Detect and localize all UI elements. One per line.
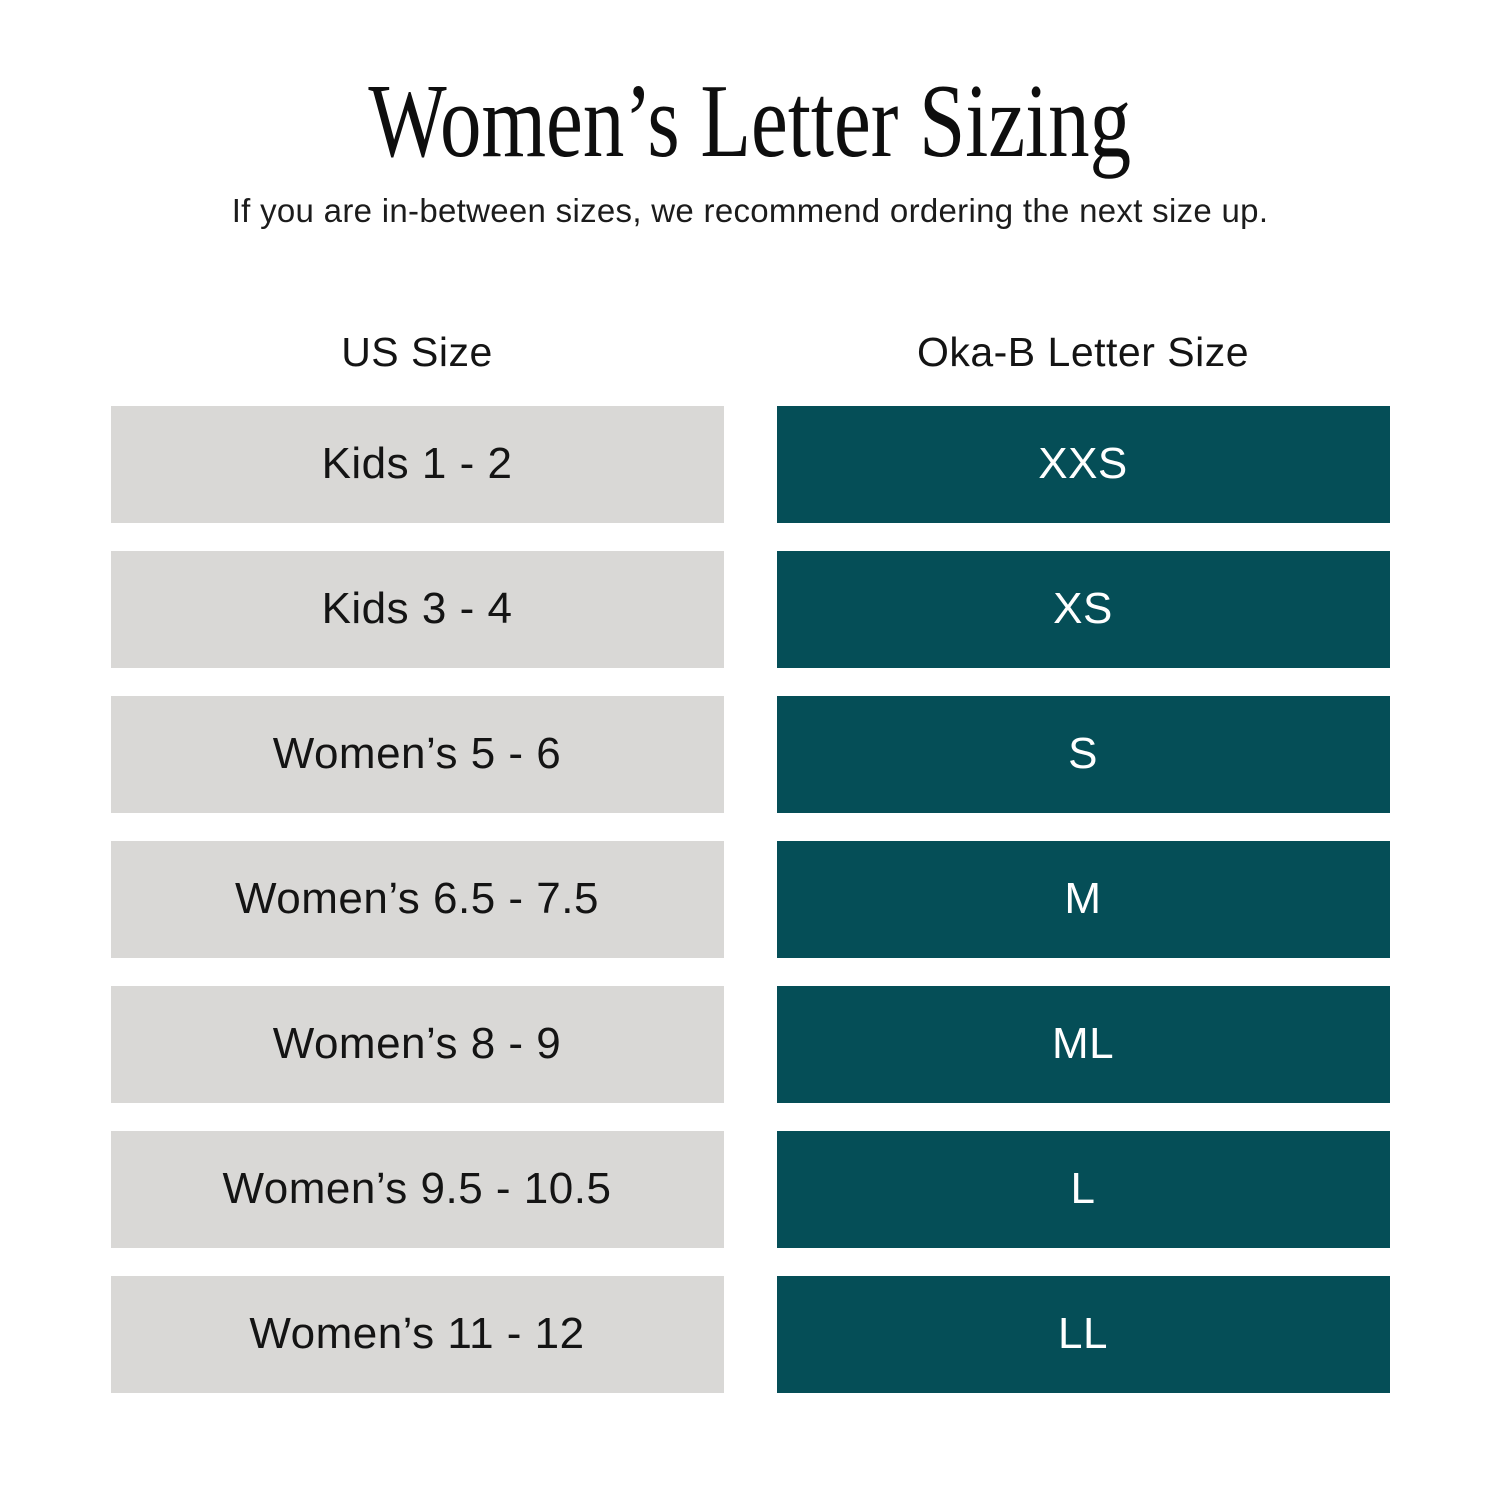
letter-size-cell: S [776,695,1390,813]
us-size-cell: Women’s 5 - 6 [110,695,724,813]
letter-size-cell: XXS [776,405,1390,523]
page-subtitle: If you are in-between sizes, we recommen… [231,192,1269,230]
header: Women’s Letter Sizing [0,0,1500,176]
us-size-cell: Women’s 6.5 - 7.5 [110,840,724,958]
size-table: US Size Oka-B Letter Size Kids 1 - 2 XXS… [110,328,1390,1393]
us-size-cell: Kids 1 - 2 [110,405,724,523]
letter-size-cell: LL [776,1275,1390,1393]
us-size-cell: Women’s 9.5 - 10.5 [110,1130,724,1248]
us-size-cell: Women’s 8 - 9 [110,985,724,1103]
us-size-cell: Kids 3 - 4 [110,550,724,668]
letter-size-cell: ML [776,985,1390,1103]
letter-size-cell: M [776,840,1390,958]
letter-size-cell: L [776,1130,1390,1248]
us-size-cell: Women’s 11 - 12 [110,1275,724,1393]
column-header-us-size: US Size [341,329,493,375]
letter-size-cell: XS [776,550,1390,668]
page-title: Women’s Letter Sizing [368,62,1132,179]
column-header-letter-size: Oka-B Letter Size [916,329,1250,375]
